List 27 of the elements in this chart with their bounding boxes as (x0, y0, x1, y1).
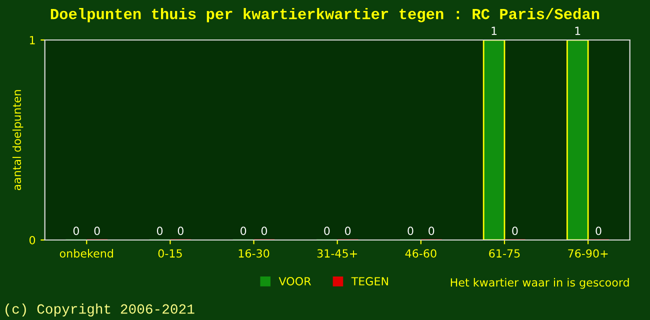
x-tick-label: 61-75 (489, 249, 520, 258)
data-label: 0 (94, 226, 100, 236)
legend-label: TEGEN (351, 277, 388, 286)
data-label: 1 (575, 26, 580, 35)
data-label: 0 (73, 226, 79, 236)
data-label: 0 (408, 226, 414, 236)
data-label: 1 (492, 26, 497, 35)
data-label: 0 (512, 226, 518, 236)
x-tick-label: 16-30 (238, 249, 270, 258)
x-tick-label: 46-60 (405, 249, 436, 258)
x-tick-label: 76-90+ (568, 249, 608, 258)
y-axis-title: aantal doelpunten (12, 90, 24, 190)
legend-label: VOOR (278, 277, 312, 286)
chart-title: Doelpunten thuis per kwartierkwartier tegen : RC Paris/Sedan (50, 8, 600, 22)
data-label: 0 (324, 226, 330, 236)
data-label: 0 (261, 226, 268, 236)
x-tick-label: 0-15 (158, 249, 182, 258)
data-label: 0 (156, 226, 163, 236)
x-axis-title: Het kwartier waar in is gescoord (450, 278, 629, 289)
data-label: 0 (596, 226, 602, 236)
data-label: 0 (428, 226, 434, 236)
x-tick-label: 31-45+ (317, 249, 357, 258)
x-tick-label: onbekend (60, 249, 113, 258)
data-label: 0 (344, 226, 351, 236)
data-label: 0 (240, 226, 246, 236)
data-label: 0 (178, 226, 184, 236)
text: (c) Copyright 2006-2021 (6, 304, 194, 316)
